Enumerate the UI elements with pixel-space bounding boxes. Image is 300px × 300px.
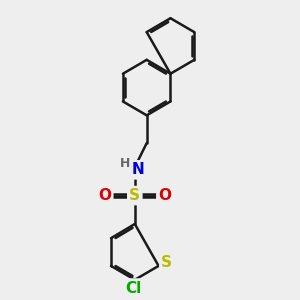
Text: S: S (129, 188, 140, 203)
Text: H: H (120, 157, 131, 170)
Text: O: O (158, 188, 171, 203)
Text: O: O (98, 188, 111, 203)
Text: N: N (132, 162, 145, 177)
Text: Cl: Cl (125, 280, 141, 296)
Text: S: S (161, 255, 172, 270)
